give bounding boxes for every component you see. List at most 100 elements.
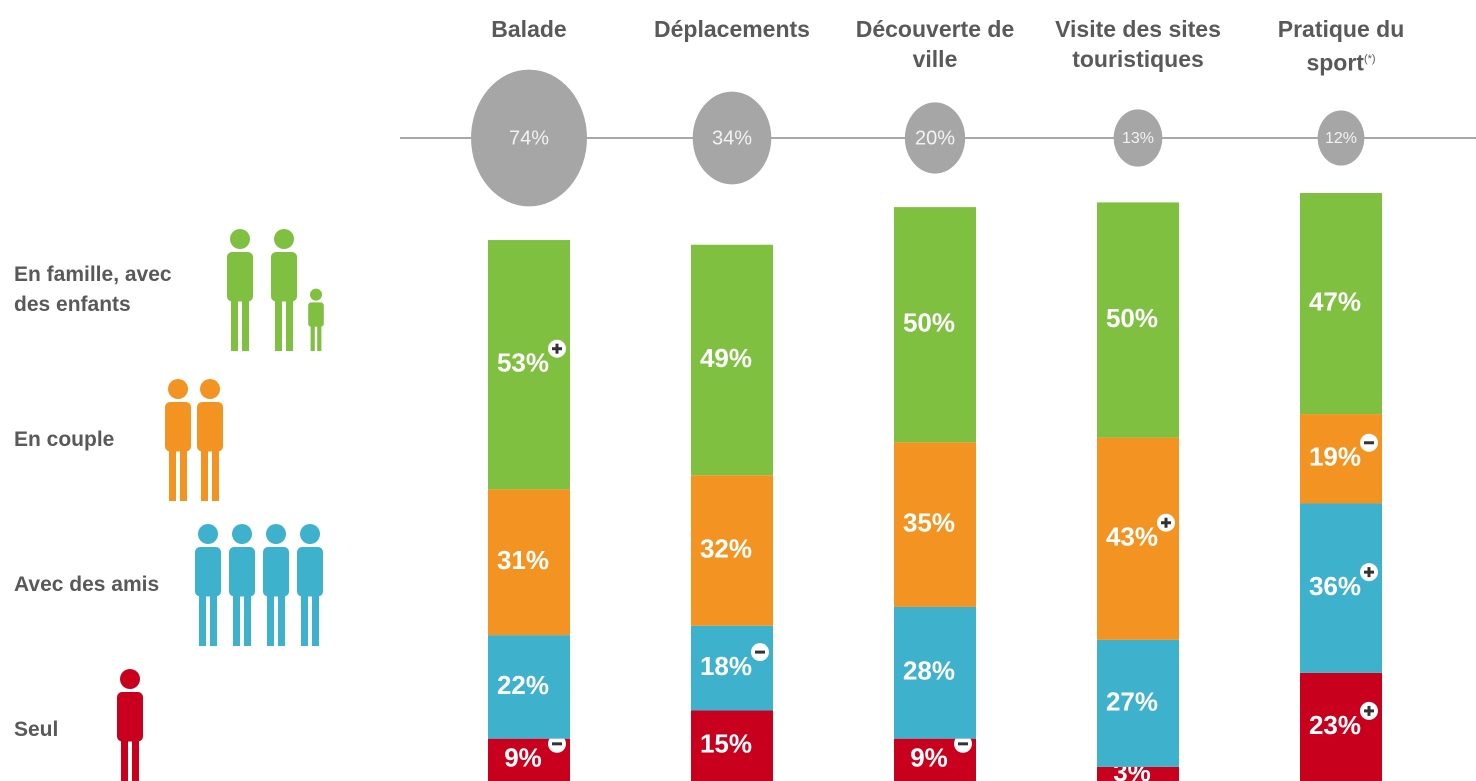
value-label: 27% — [1106, 686, 1158, 716]
bar-segment — [691, 710, 773, 781]
value-label: 50% — [903, 308, 955, 338]
legend-icon — [266, 524, 286, 544]
bar-segment — [894, 442, 976, 607]
bar-segment — [691, 475, 773, 626]
legend-icon — [271, 252, 297, 302]
category-label: Déplacements — [637, 14, 827, 44]
marker-bar — [1164, 517, 1168, 528]
legend-label-text: Avec des amis — [14, 573, 160, 596]
marker-bar — [755, 650, 765, 654]
bar-segment — [691, 244, 773, 476]
value-label: 18% — [700, 651, 752, 681]
legend-label: En couple — [14, 425, 114, 455]
legend-icon — [195, 547, 221, 597]
footnote-mark: (*) — [1363, 53, 1376, 65]
legend-label: En famille, avec des enfants — [14, 260, 204, 320]
value-label: 47% — [1309, 286, 1361, 316]
category-label: Visite des sites touristiques — [1043, 14, 1233, 74]
legend-label: Seul — [14, 715, 58, 745]
legend-icon — [230, 229, 250, 249]
total-label: 74% — [509, 127, 549, 149]
total-bubble — [904, 102, 966, 174]
category-label: Découverte de ville — [840, 14, 1030, 74]
value-label: 43% — [1106, 522, 1158, 552]
legend-icon — [263, 547, 289, 597]
legend-label: Avec des amis — [14, 570, 159, 600]
legend-icon — [275, 296, 282, 351]
value-label: 28% — [903, 656, 955, 686]
legend-icon — [200, 379, 220, 399]
marker-bar — [958, 742, 968, 746]
legend-icon — [117, 692, 143, 742]
legend-icon — [165, 402, 191, 452]
total-bubble — [1113, 109, 1163, 167]
marker-bar — [1364, 441, 1374, 445]
value-label: 23% — [1309, 710, 1361, 740]
bar-segment — [488, 489, 570, 636]
legend-label-text: Seul — [14, 718, 59, 741]
legend-icon — [132, 736, 139, 781]
value-label: 50% — [1106, 303, 1158, 333]
category-label-text: Balade — [491, 16, 567, 42]
bar-segment — [488, 635, 570, 739]
legend-icon — [229, 547, 255, 597]
legend-icon — [286, 296, 293, 351]
marker-bar — [1367, 567, 1371, 578]
value-label: 15% — [700, 729, 752, 759]
value-label: 53% — [497, 348, 549, 378]
bar-segment — [1097, 437, 1179, 640]
total-label: 12% — [1325, 130, 1357, 147]
value-label: 35% — [903, 508, 955, 538]
legend-icon — [212, 446, 219, 501]
legend-icon — [274, 229, 294, 249]
marker-bar — [1367, 705, 1371, 716]
legend-icon — [310, 324, 315, 351]
bar-segment — [1300, 503, 1382, 673]
legend-icon — [201, 446, 208, 501]
category-label-text: Visite des sites touristiques — [1055, 16, 1221, 72]
legend-icon — [233, 591, 240, 646]
legend-icon — [169, 446, 176, 501]
legend-icon — [231, 296, 238, 351]
bar-segment — [1097, 639, 1179, 767]
total-label: 34% — [712, 127, 752, 149]
legend-icon — [310, 288, 322, 301]
value-label: 9% — [504, 743, 542, 773]
bar-segment — [1300, 672, 1382, 781]
bar-segment — [488, 240, 570, 490]
value-label: 49% — [700, 343, 752, 373]
category-label: Pratique du sport(*) — [1246, 14, 1436, 78]
marker-bar — [552, 742, 562, 746]
bar-segment — [894, 207, 976, 443]
legend-icon — [121, 736, 128, 781]
bar-segment — [691, 625, 773, 711]
legend-icon — [180, 446, 187, 501]
value-label: 9% — [910, 743, 948, 773]
total-bubble — [692, 91, 772, 185]
legend-icon — [199, 591, 206, 646]
legend-icon — [244, 591, 251, 646]
legend-label-text: En couple — [14, 428, 115, 451]
total-label: 13% — [1122, 130, 1154, 147]
legend-icon — [227, 252, 253, 302]
legend-icon — [210, 591, 217, 646]
legend-icon — [308, 302, 324, 327]
bar-segment — [894, 606, 976, 739]
value-label: 31% — [497, 545, 549, 575]
total-label: 20% — [915, 127, 955, 149]
category-label-text: Découverte de ville — [855, 16, 1015, 72]
total-bubble — [1317, 110, 1365, 166]
category-label-text: Déplacements — [654, 16, 810, 42]
legend-icon — [267, 591, 274, 646]
legend-icon — [297, 547, 323, 597]
legend-icon — [317, 324, 322, 351]
legend-icon — [278, 591, 285, 646]
legend-label-text: En famille, avec des enfants — [14, 263, 172, 316]
category-label: Balade — [434, 14, 624, 44]
legend-icon — [300, 524, 320, 544]
value-label: 32% — [700, 533, 752, 563]
legend-icon — [120, 669, 140, 689]
legend-icon — [168, 379, 188, 399]
